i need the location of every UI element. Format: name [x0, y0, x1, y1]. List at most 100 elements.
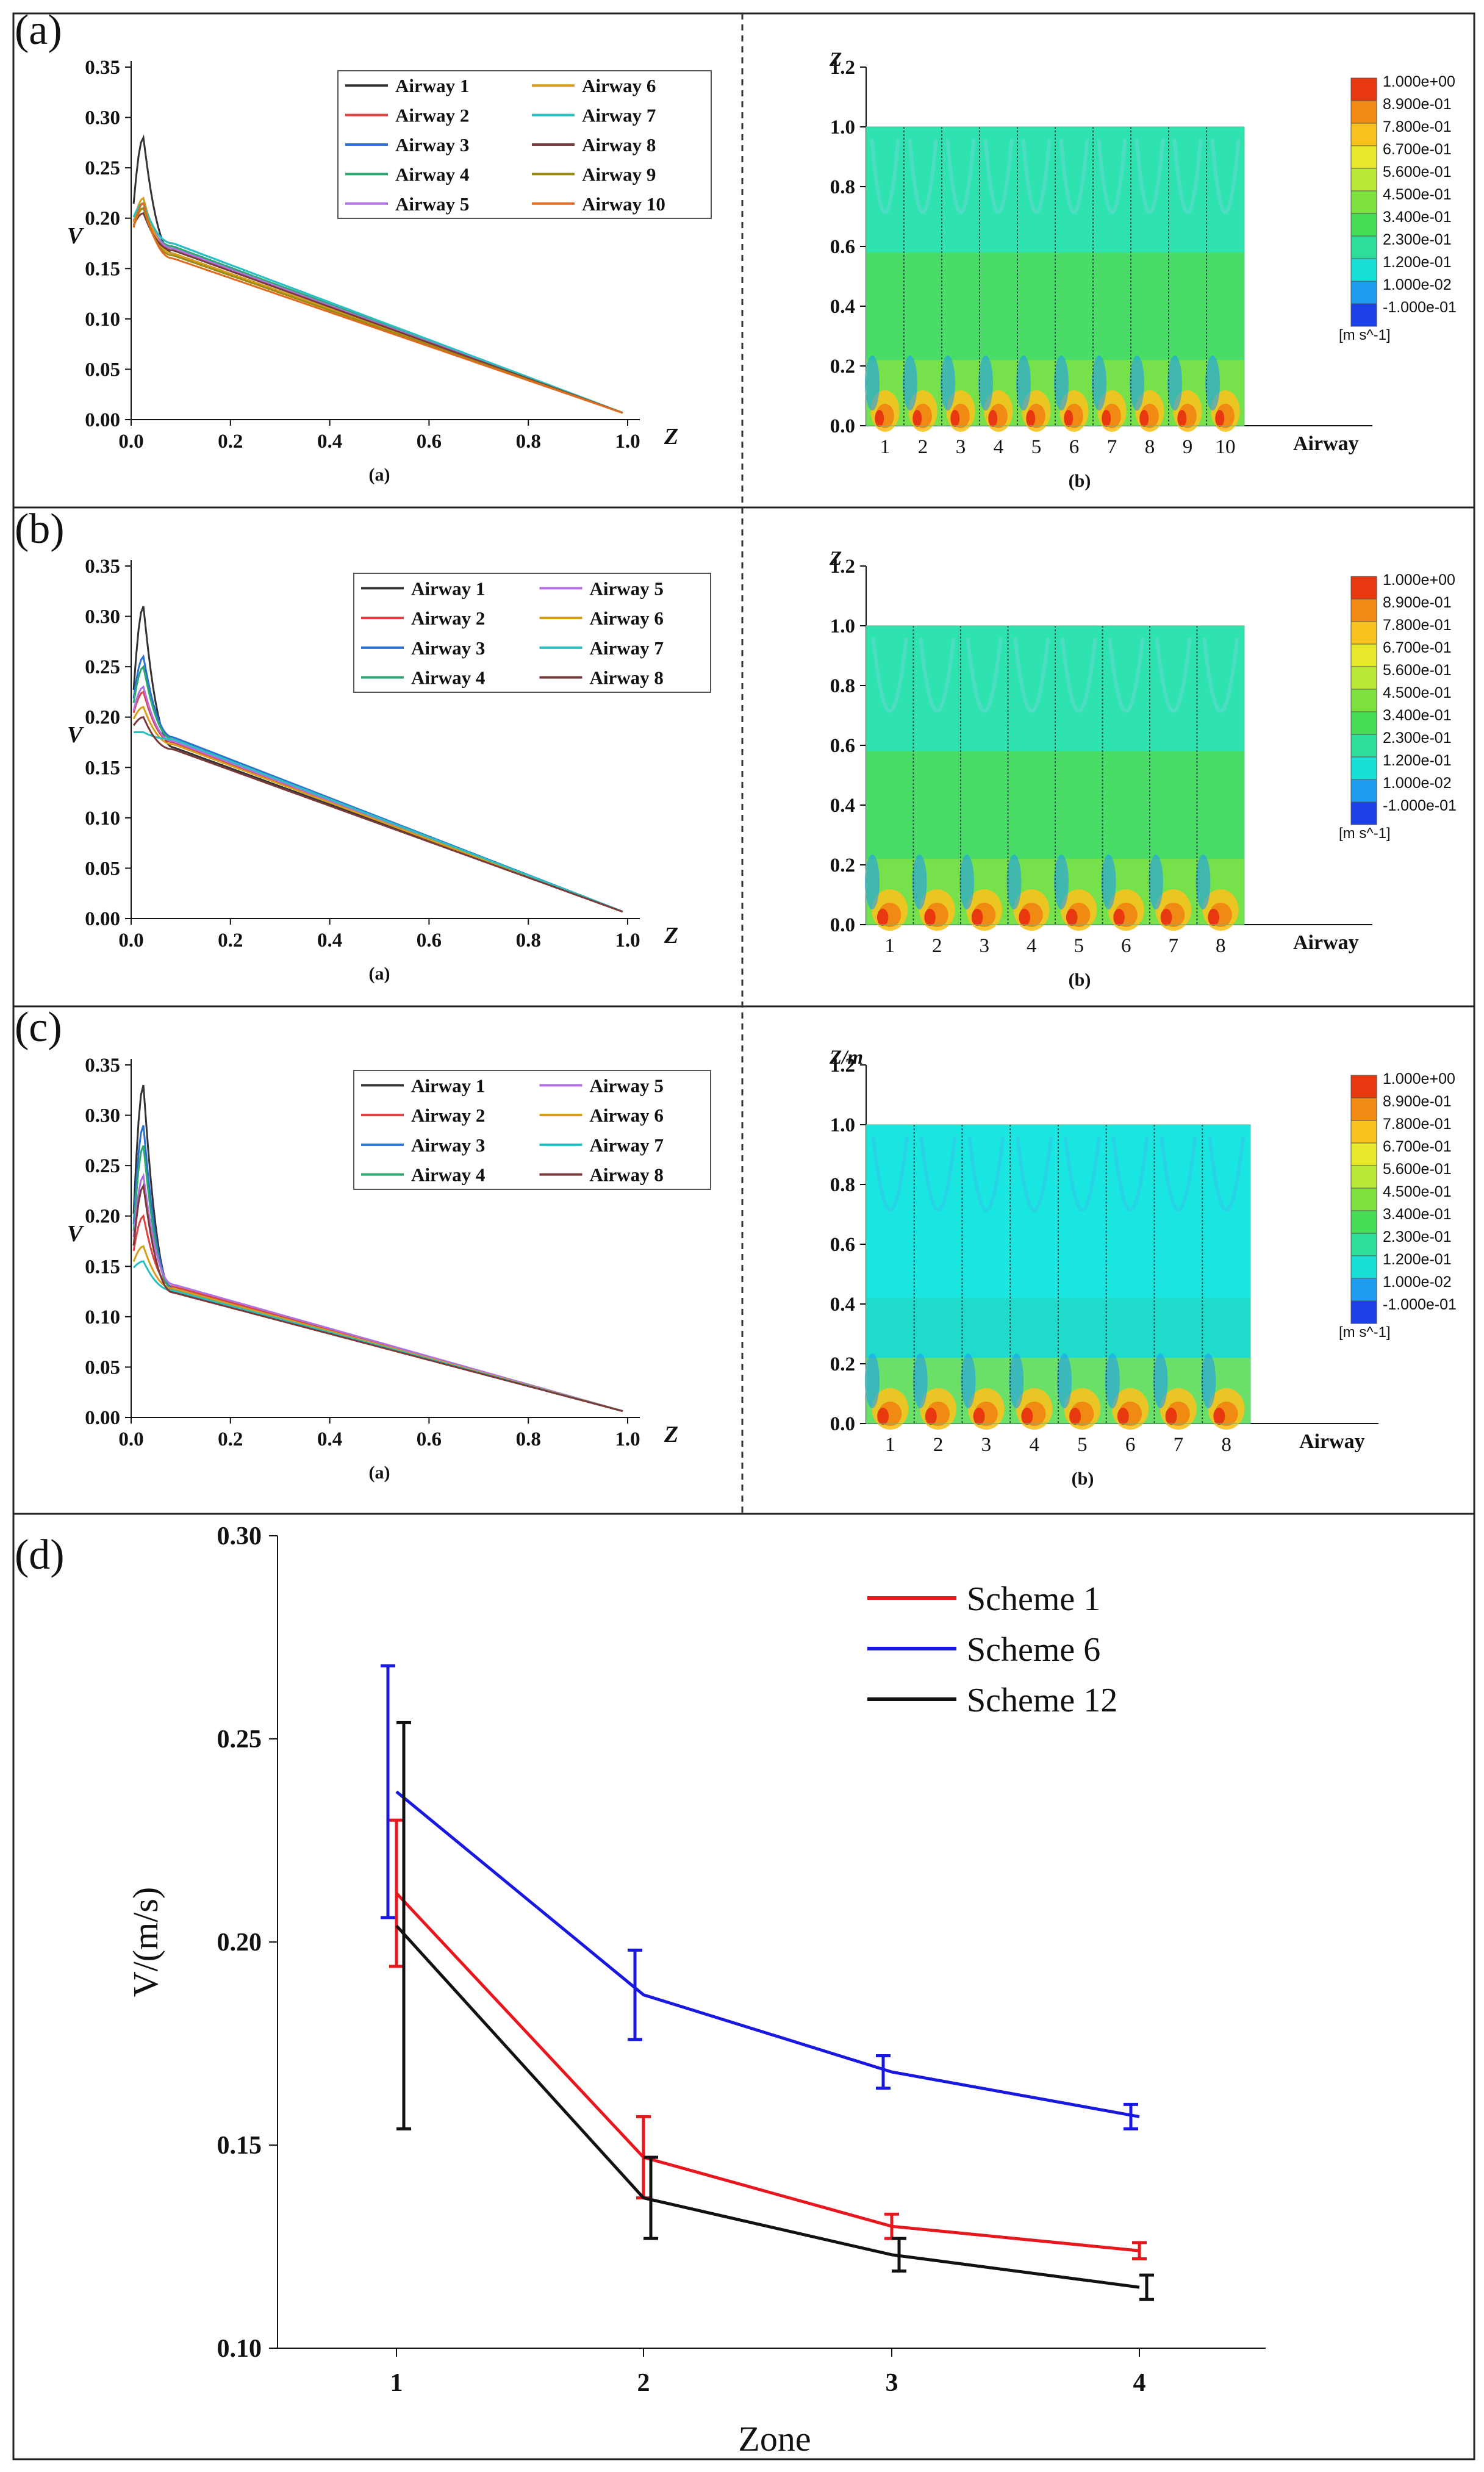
y-tick-label: 0.10	[217, 2335, 262, 2363]
y-tick-label: 0.0	[830, 1413, 855, 1435]
y-tick-label: 0.6	[830, 1234, 855, 1256]
contour-isoline	[1021, 138, 1052, 214]
legend-entry: Airway 3	[411, 1134, 485, 1156]
contour-hotspot	[1208, 909, 1219, 926]
y-tick-label: 0.2	[830, 1353, 855, 1375]
legend-entry: Airway 5	[590, 1075, 664, 1096]
y-tick-label: 0.4	[830, 1294, 855, 1316]
y-tick-label: 0.25	[217, 1725, 262, 1754]
y-tick-label: 0.2	[830, 854, 855, 876]
y-tick-label: 0.30	[85, 107, 120, 129]
y-tick-label: 0.25	[85, 1155, 120, 1177]
colorbar-swatch	[1350, 303, 1377, 327]
legend-entry: Airway 3	[395, 134, 469, 156]
airway-tick-label: 8	[1145, 436, 1155, 458]
colorbar-swatch	[1350, 1210, 1377, 1234]
colorbar-swatch	[1350, 689, 1377, 712]
row-label: (a)	[15, 7, 62, 54]
contour-hotspot	[973, 1408, 985, 1425]
x-tick-label: 4	[1133, 2369, 1146, 2397]
airway-tick-label: 2	[932, 935, 942, 957]
contour-hotspot	[1160, 909, 1172, 926]
x-tick-label: 0.2	[218, 930, 243, 951]
legend-entry: Airway 4	[395, 163, 469, 185]
contour-blob	[865, 1353, 880, 1408]
contour-isoline	[908, 138, 938, 214]
y-tick-label: 0.15	[85, 757, 120, 779]
y-tick-label: 0.8	[830, 675, 855, 697]
colorbar-swatch	[1350, 258, 1377, 282]
sub-caption: (a)	[369, 465, 390, 485]
colorbar-swatch	[1350, 190, 1377, 214]
contour-isoline	[871, 1136, 909, 1212]
colorbar-unit: [m s^-1]	[1339, 1324, 1391, 1341]
x-tick-label: 0.8	[516, 431, 541, 453]
x-tick-label: 0.0	[118, 1428, 143, 1450]
legend-entry: Airway 6	[582, 75, 656, 96]
contour-hotspot	[1026, 410, 1036, 427]
y-tick-label: 1.0	[830, 116, 855, 138]
colorbar-swatch	[1350, 213, 1377, 237]
airway-tick-label: 3	[956, 436, 966, 458]
contour-blob	[1167, 356, 1182, 410]
y-tick-label: 0.20	[217, 1929, 262, 1957]
airway-tick-label: 4	[1027, 935, 1037, 957]
colorbar-swatch	[1350, 643, 1377, 667]
x-tick-label: 3	[886, 2369, 898, 2397]
y-tick-label: 0.8	[830, 176, 855, 198]
y-tick-label: 0.10	[85, 1306, 120, 1328]
colorbar-label: 5.600e-01	[1383, 163, 1452, 181]
contour-blob	[903, 356, 917, 410]
colorbar-label: 6.700e-01	[1383, 1138, 1452, 1155]
y-tick-label: 0.20	[85, 707, 120, 729]
contour-hotspot	[876, 909, 889, 926]
colorbar-label: 3.400e-01	[1383, 209, 1452, 226]
contour-isoline	[871, 637, 908, 713]
b-right-contour-chart: 0.0 0.2 0.4 0.6 0.8 1.0 1.2Z Airway (b) 1 2 3 4 5 6 7 8 1…	[829, 548, 1457, 990]
colorbar-swatch	[1350, 576, 1377, 600]
series-line-2	[132, 207, 623, 414]
contour-blob	[1195, 854, 1211, 909]
legend-entry: Airway 8	[582, 134, 656, 156]
colorbar-label: 1.000e-02	[1383, 1274, 1452, 1291]
airway-tick-label: 10	[1216, 436, 1236, 458]
contour-hotspot	[1117, 1408, 1129, 1425]
series-line-scheme-1	[395, 1892, 1140, 2252]
legend-entry: Airway 8	[590, 1164, 664, 1186]
contour-blob	[941, 356, 955, 410]
x-axis-label: Z	[664, 923, 678, 948]
contour-isoline	[945, 138, 976, 214]
airway-tick-label: 5	[1031, 436, 1042, 458]
colorbar-swatch	[1350, 711, 1377, 735]
y-tick-label: 0.30	[217, 1522, 262, 1550]
y-tick-label: 0.4	[830, 795, 855, 817]
contour-hotspot	[912, 410, 922, 427]
colorbar-label: 7.800e-01	[1383, 1116, 1452, 1133]
contour-hotspot	[1165, 1408, 1177, 1425]
contour-hotspot	[1139, 410, 1149, 427]
colorbar-label: 1.200e-01	[1383, 1251, 1452, 1268]
x-tick-label: 0.2	[218, 431, 243, 453]
legend-entry: Airway 10	[582, 193, 665, 215]
x-tick-label: 1	[390, 2369, 403, 2397]
contour-blob	[1054, 356, 1069, 410]
x-tick-label: 0.6	[417, 930, 442, 951]
x-axis-label: Z	[664, 1422, 678, 1447]
contour-isoline	[983, 138, 1014, 214]
contour-hotspot	[1213, 1408, 1225, 1425]
colorbar-swatch	[1350, 281, 1377, 304]
contour-hotspot	[950, 410, 960, 427]
series-line-3	[132, 654, 623, 912]
airway-tick-label: 4	[994, 436, 1004, 458]
colorbar-label: 6.700e-01	[1383, 141, 1452, 158]
x-tick-label: 0.0	[118, 930, 143, 951]
x-tick-label: 0.4	[317, 930, 342, 951]
contour-blob	[959, 854, 974, 909]
y-axis-label: Z	[829, 548, 842, 570]
sub-caption: (b)	[1069, 471, 1091, 491]
y-tick-label: 0.00	[85, 1407, 120, 1429]
contour-isoline	[1016, 1136, 1053, 1212]
y-tick-label: 0.0	[830, 415, 855, 437]
series-line-6	[132, 196, 623, 414]
d-line-chart: 0.10 0.15 0.20 0.25 0.30 1 2 3 4 Zone V/(m/s) Schem…	[126, 1522, 1266, 2459]
